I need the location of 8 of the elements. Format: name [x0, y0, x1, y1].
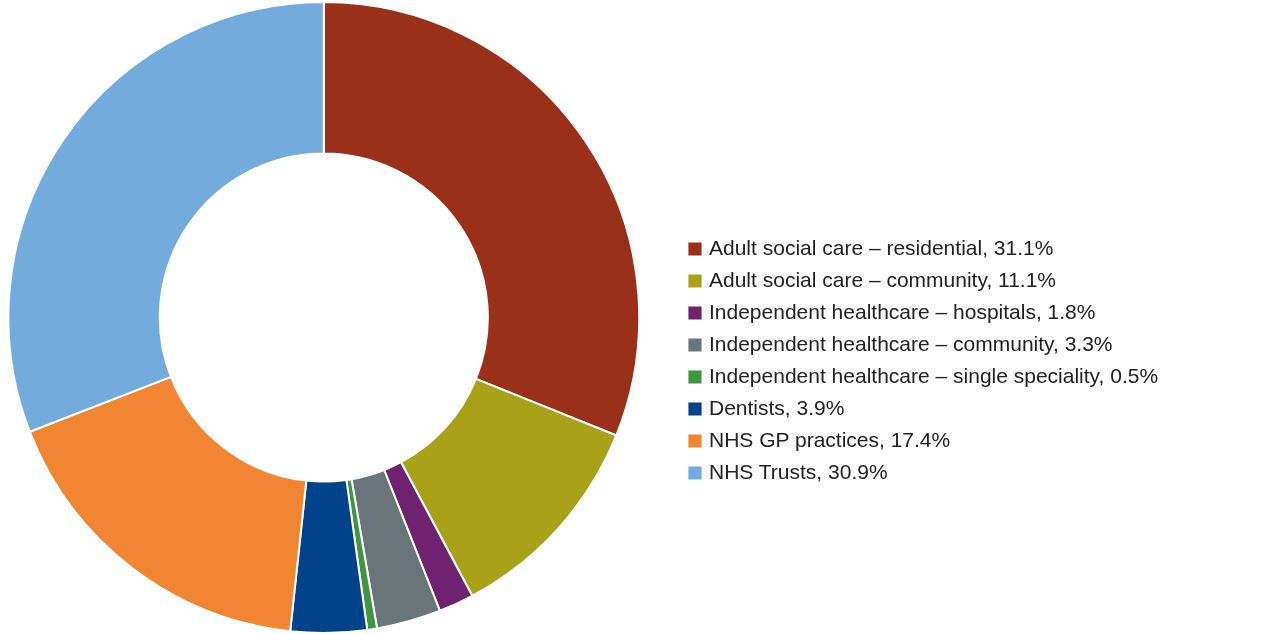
legend-label: Adult social care – residential, 31.1%: [709, 236, 1054, 260]
legend-label: Dentists, 3.9%: [709, 396, 845, 420]
legend-label: Independent healthcare – community, 3.3%: [709, 332, 1113, 356]
legend-label: NHS Trusts, 30.9%: [709, 460, 888, 484]
legend-label: Independent healthcare – hospitals, 1.8%: [709, 300, 1096, 324]
legend-label: NHS GP practices, 17.4%: [709, 428, 951, 452]
legend-label: Independent healthcare – single speciality, 0.5%: [709, 364, 1159, 388]
legend-label: Adult social care – community, 11.1%: [709, 268, 1057, 292]
